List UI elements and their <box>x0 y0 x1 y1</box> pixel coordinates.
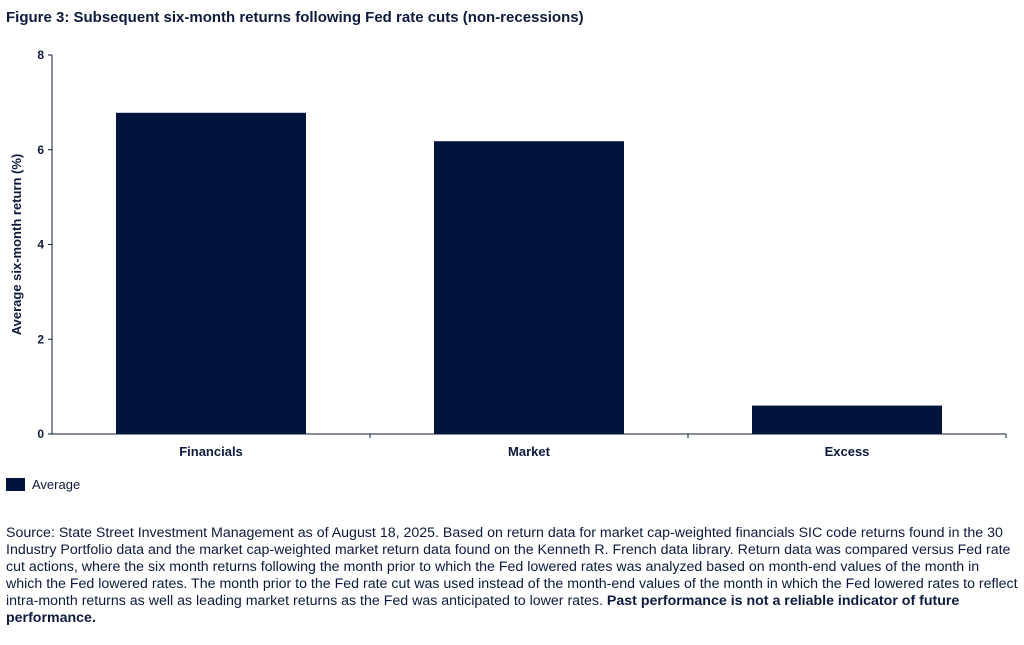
x-category-label: Market <box>508 444 551 459</box>
source-text: Source: State Street Investment Manageme… <box>6 525 1018 609</box>
bar-excess <box>752 405 942 434</box>
source-note: Source: State Street Investment Manageme… <box>6 525 1018 627</box>
x-category-label: Excess <box>825 444 870 459</box>
legend: Average <box>6 477 80 492</box>
bar-chart: 0 2 4 6 8 Average six-month return (%) Financi… <box>9 48 1007 459</box>
legend-swatch <box>6 478 25 491</box>
disclaimer-text: Past performance is not a reliable indic… <box>6 593 960 626</box>
bar-market <box>434 141 624 434</box>
bar-financials <box>116 112 306 435</box>
y-tick-label: 2 <box>37 332 44 346</box>
y-tick-label: 4 <box>37 238 44 252</box>
y-axis-title: Average six-month return (%) <box>9 154 24 336</box>
legend-label: Average <box>32 477 81 492</box>
y-tick-label: 8 <box>37 48 44 62</box>
figure-title: Figure 3: Subsequent six-month returns f… <box>6 9 584 26</box>
chart-bars <box>116 112 942 435</box>
y-tick-label: 0 <box>37 427 44 441</box>
chart-labels: 0 2 4 6 8 Average six-month return (%) Financi… <box>9 48 869 459</box>
y-tick-label: 6 <box>37 143 44 157</box>
x-category-label: Financials <box>179 444 243 459</box>
